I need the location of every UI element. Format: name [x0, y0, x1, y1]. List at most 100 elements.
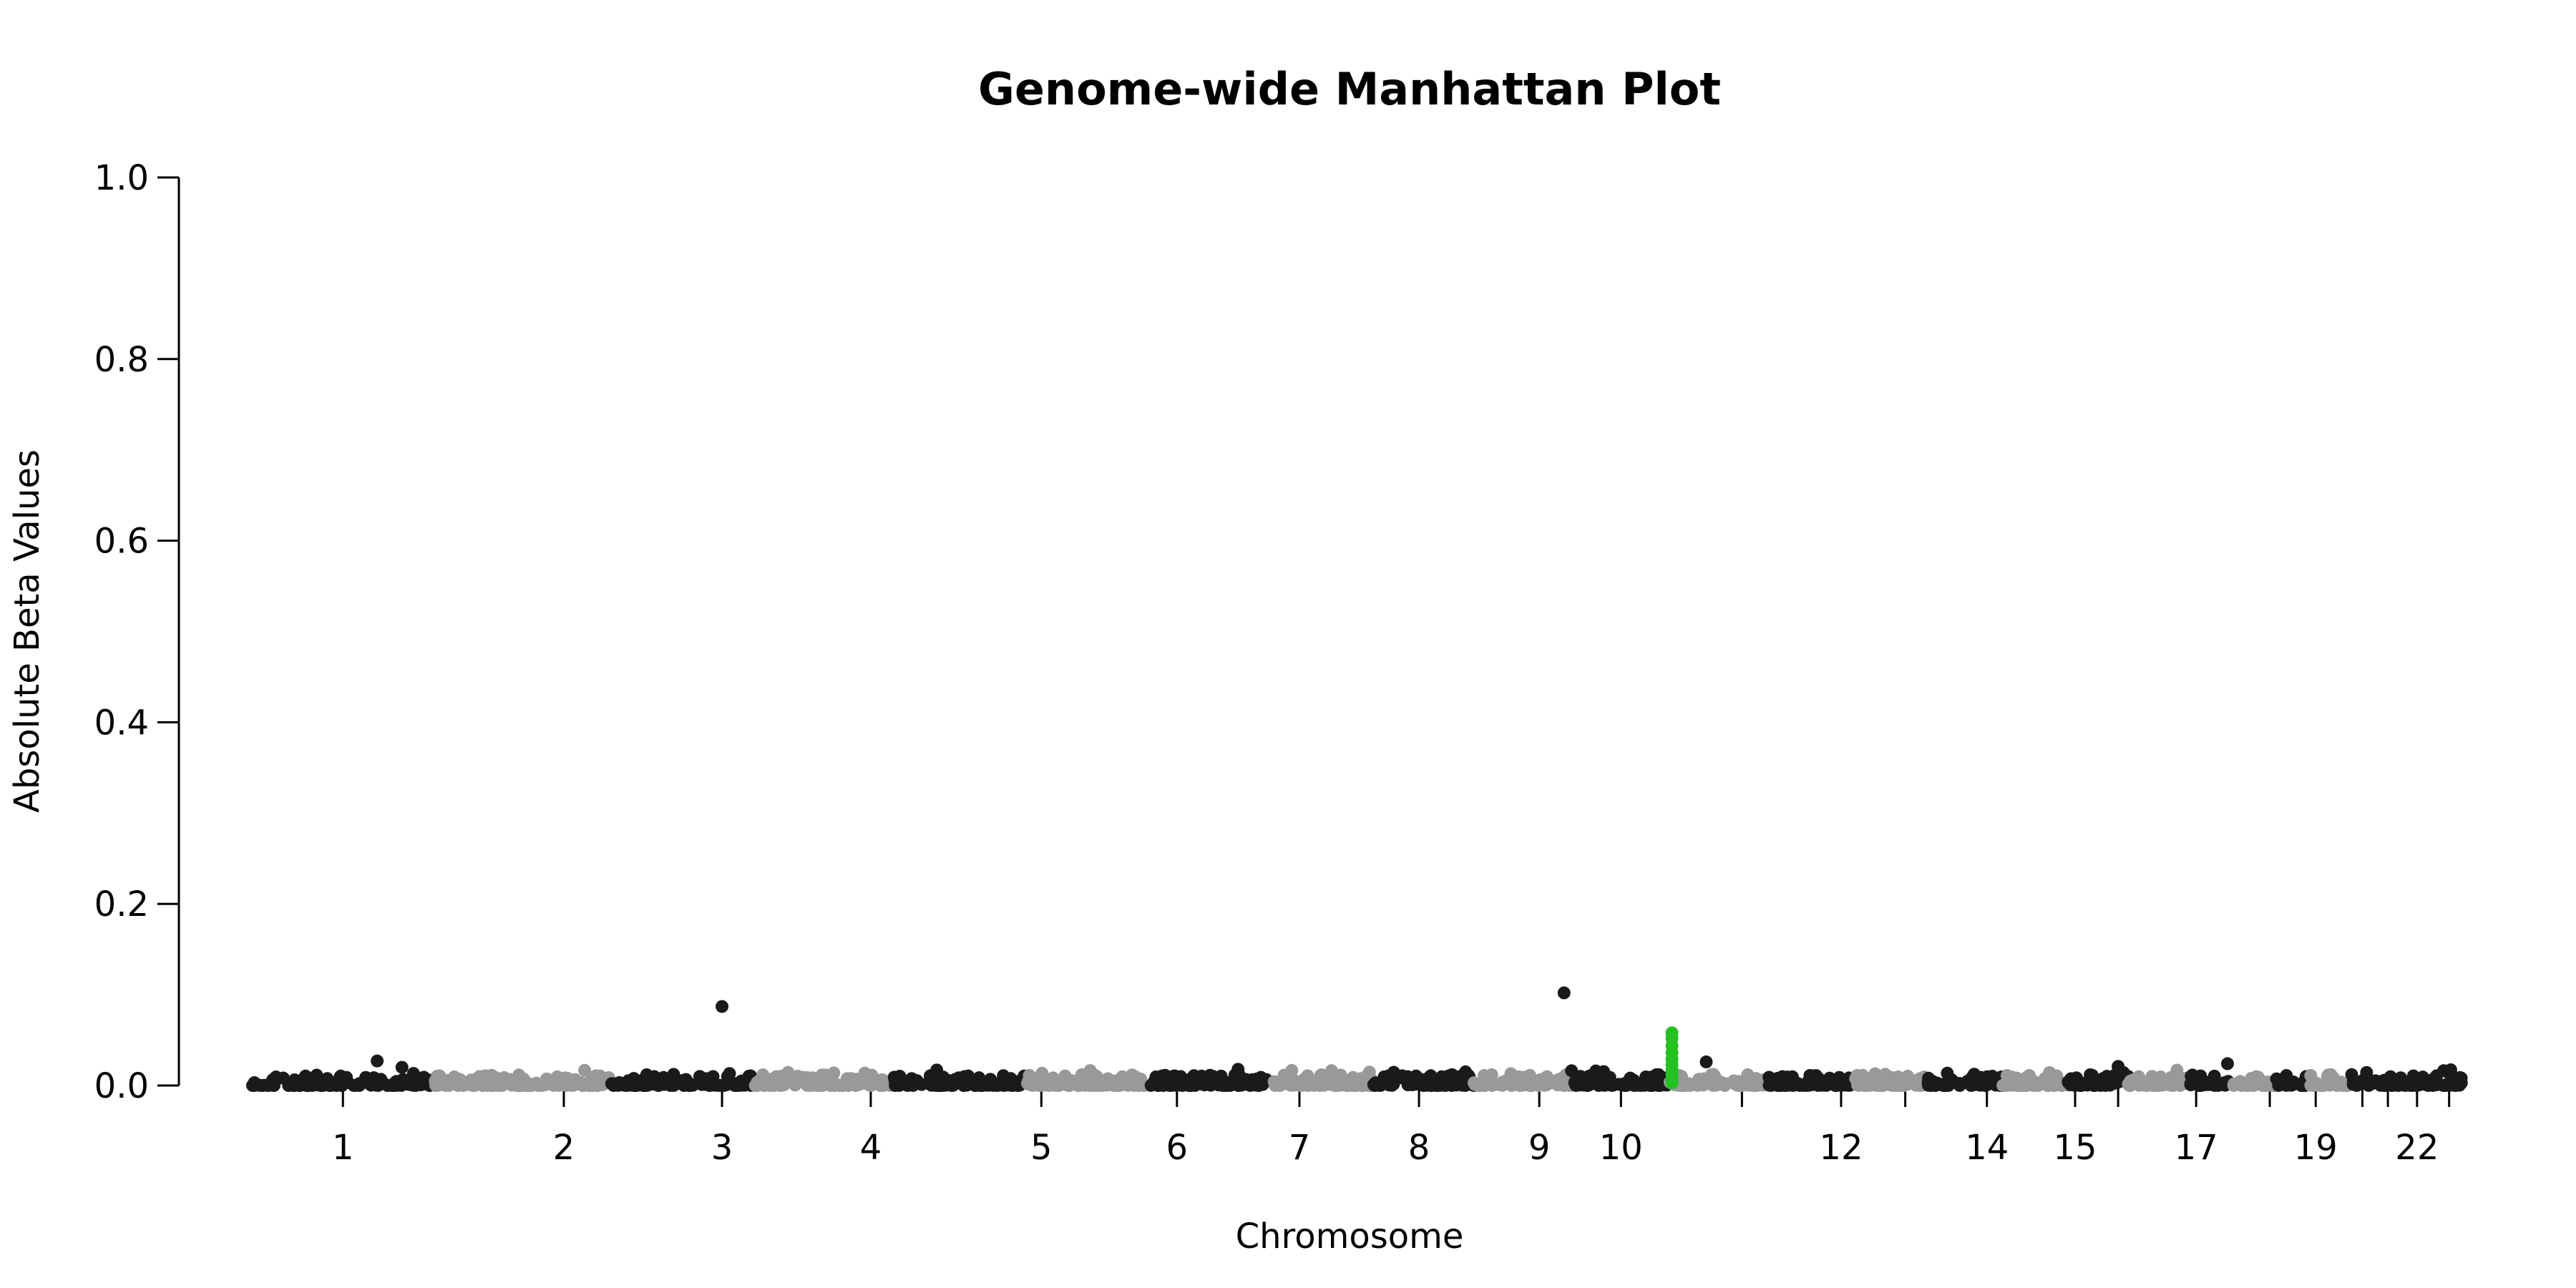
- x-tick-label: 1: [332, 1128, 354, 1168]
- snp-point: [874, 1078, 887, 1092]
- snp-point: [1764, 1075, 1777, 1089]
- snp-point: [464, 1073, 478, 1087]
- snp-point: [933, 1078, 947, 1092]
- snp-point: [2217, 1076, 2230, 1090]
- snp-point: [1083, 1078, 1096, 1092]
- snp-point: [2094, 1078, 2107, 1092]
- x-tick-label: 5: [1030, 1128, 1053, 1168]
- snp-point: [2202, 1078, 2216, 1091]
- snp-point: [1581, 1070, 1595, 1083]
- snp-point: [708, 1078, 721, 1092]
- x-tick-label: 10: [1599, 1128, 1643, 1168]
- snp-point: [1149, 1070, 1163, 1083]
- snp-point: [1840, 1078, 1853, 1092]
- snp-point: [1551, 1073, 1564, 1087]
- snp-point: [1324, 1064, 1338, 1078]
- snp-point: [972, 1078, 985, 1092]
- snp-point: [1269, 1075, 1283, 1089]
- x-tick-label: 4: [860, 1128, 882, 1168]
- snp-point: [648, 1078, 661, 1091]
- snp-point: [363, 1078, 376, 1091]
- snp-point: [1108, 1074, 1122, 1088]
- x-tick-label: 22: [2395, 1128, 2439, 1168]
- snp-point: [1187, 1069, 1201, 1083]
- snp-point: [1347, 1078, 1361, 1091]
- snp-point: [693, 1070, 706, 1083]
- snp-point: [1967, 1068, 1981, 1081]
- snp-point: [960, 1078, 973, 1092]
- snp-point: [2360, 1065, 2373, 1079]
- snp-point: [2430, 1078, 2444, 1091]
- snp-point: [256, 1078, 270, 1092]
- data-points: [245, 986, 2468, 1092]
- snp-point: [608, 1077, 622, 1091]
- x-tick-label: 9: [1528, 1128, 1551, 1168]
- snp-point: [1212, 1078, 1226, 1092]
- snp-point: [2026, 1074, 2040, 1088]
- snp-point: [1803, 1069, 1817, 1083]
- snp-point: [285, 1078, 298, 1091]
- snp-point: [416, 1073, 429, 1087]
- snp-point: [1058, 1069, 1072, 1083]
- snp-point: [2453, 1070, 2467, 1084]
- snp-point: [2331, 1078, 2345, 1091]
- snp-point: [1285, 1063, 1299, 1077]
- x-tick-label: 3: [711, 1128, 733, 1168]
- snp-point: [331, 1075, 345, 1089]
- snp-point: [1199, 1075, 1212, 1089]
- y-tick-label: 0.0: [94, 1066, 149, 1106]
- snp-point: [1568, 1076, 1581, 1090]
- snp-point: [1395, 1069, 1409, 1083]
- snp-point: [774, 1078, 787, 1092]
- x-axis: 1 2 3 4 5 6 7 8 9 10 12 14 15 17 19 22: [332, 1085, 2451, 1168]
- snp-point: [1797, 1078, 1810, 1092]
- snp-point: [1742, 1073, 1755, 1086]
- snp-point: [2068, 1078, 2082, 1092]
- snp-point-notable: [2220, 1057, 2234, 1070]
- snp-point: [1480, 1070, 1493, 1083]
- snp-point: [1126, 1076, 1140, 1090]
- snp-point: [2227, 1078, 2240, 1092]
- snp-point: [1158, 1078, 1172, 1091]
- snp-point: [1981, 1070, 1994, 1083]
- x-tick-label: 8: [1408, 1128, 1430, 1168]
- snp-point: [1231, 1063, 1245, 1076]
- y-tick-label: 1.0: [94, 158, 149, 198]
- snp-point: [1506, 1075, 1519, 1089]
- snp-point: [1533, 1077, 1546, 1091]
- snp-point: [595, 1078, 609, 1092]
- snp-point: [784, 1075, 797, 1088]
- snp-point: [2164, 1070, 2177, 1084]
- snp-point: [923, 1069, 937, 1083]
- snp-point: [1851, 1078, 1865, 1092]
- snp-point: [353, 1077, 366, 1091]
- x-tick-label: 19: [2294, 1128, 2338, 1168]
- snp-point: [1810, 1078, 1824, 1091]
- snp-point-notable: [1557, 986, 1571, 1000]
- chart-title: Genome-wide Manhattan Plot: [978, 63, 1721, 115]
- y-tick-label: 0.4: [94, 703, 149, 743]
- snp-point: [1707, 1078, 1720, 1092]
- snp-point: [2378, 1073, 2391, 1087]
- snp-point: [1445, 1078, 1458, 1092]
- x-axis-label: Chromosome: [1236, 1216, 1464, 1257]
- x-tick-label: 7: [1289, 1128, 1311, 1168]
- snp-point: [2043, 1065, 2057, 1079]
- snp-point-notable: [2112, 1060, 2125, 1073]
- snp-point: [637, 1078, 650, 1092]
- snp-point: [576, 1078, 590, 1092]
- snp-point: [1175, 1078, 1189, 1092]
- snp-point: [2350, 1078, 2363, 1092]
- y-axis: 0.0 0.2 0.4 0.6 0.8 1.0: [94, 158, 180, 1106]
- snp-point: [2051, 1078, 2064, 1091]
- snp-point: [1378, 1075, 1392, 1089]
- y-tick-label: 0.8: [94, 340, 149, 380]
- snp-point: [431, 1078, 445, 1092]
- snp-point: [1088, 1068, 1101, 1082]
- x-tick-label: 14: [1965, 1128, 2009, 1168]
- snp-point: [667, 1078, 680, 1092]
- snp-point: [1921, 1075, 1935, 1089]
- snp-point: [761, 1078, 774, 1091]
- snp-point: [1679, 1077, 1692, 1091]
